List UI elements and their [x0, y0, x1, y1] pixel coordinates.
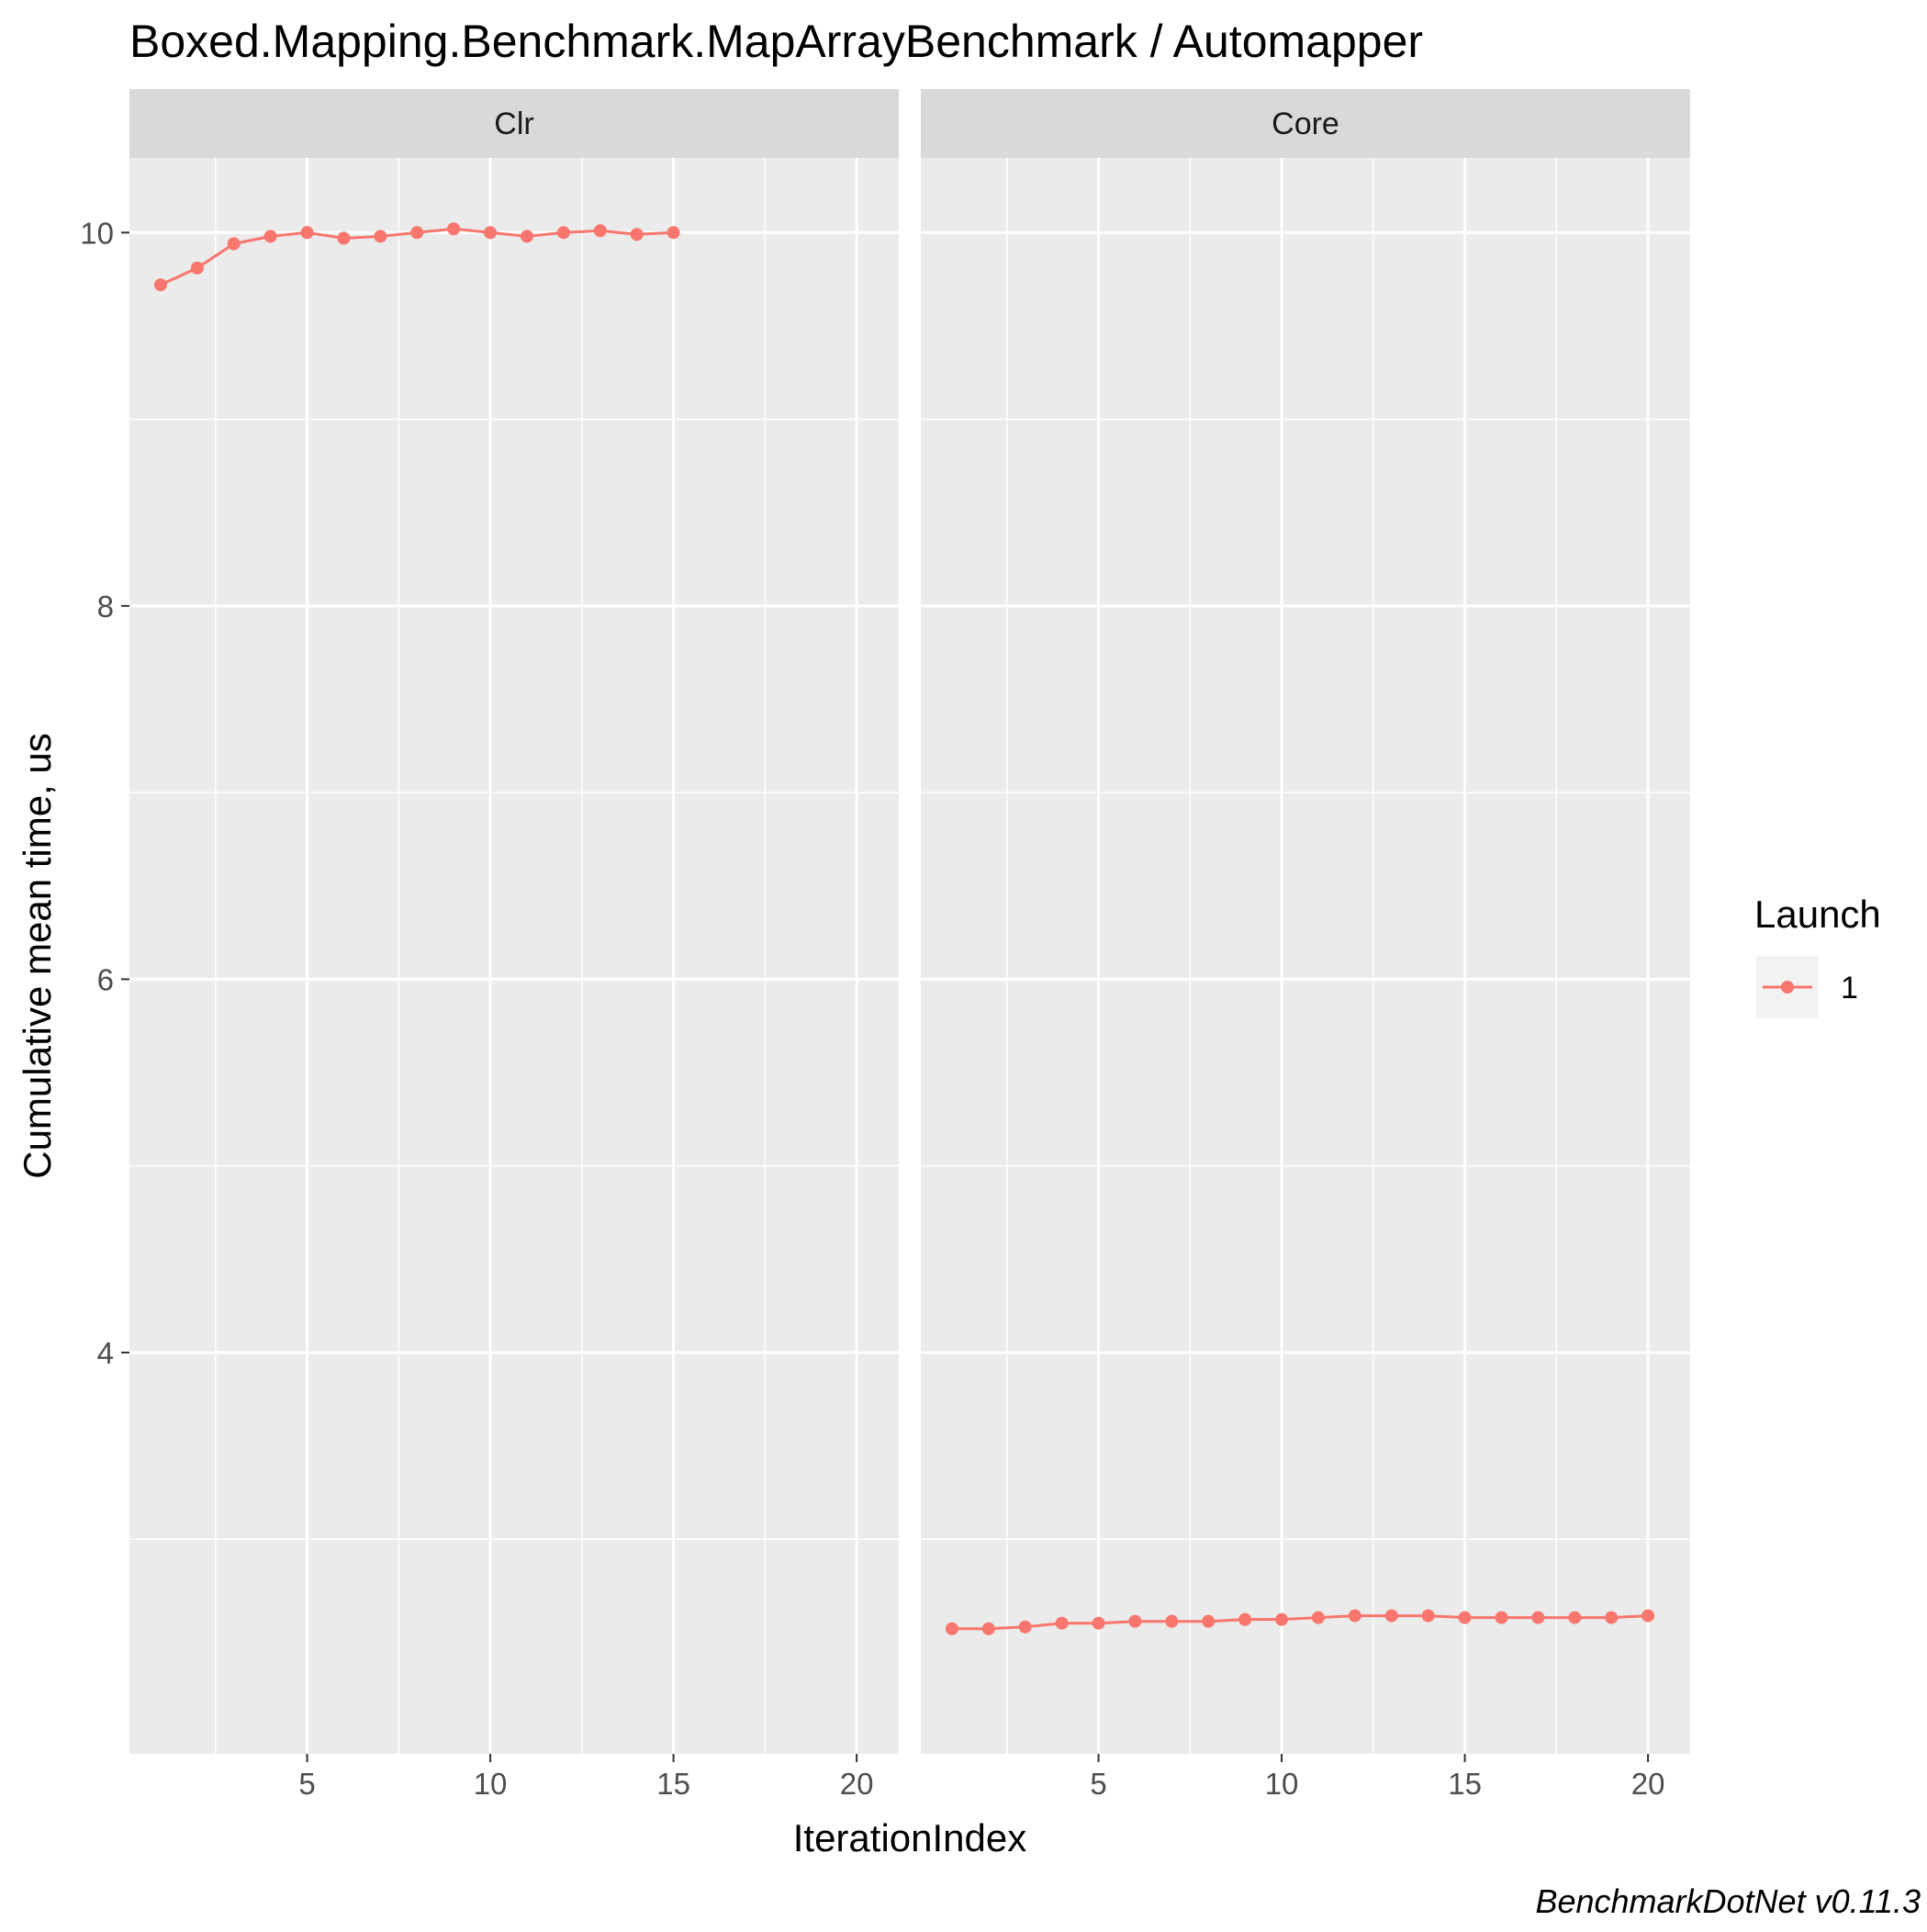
- y-tick-label: 6: [97, 962, 114, 996]
- x-axis-title: IterationIndex: [793, 1816, 1027, 1859]
- data-point: [1531, 1611, 1545, 1624]
- panel-strip: [129, 89, 899, 158]
- x-tick-label: 15: [1448, 1767, 1482, 1801]
- strip-label: Core: [1272, 107, 1339, 141]
- panel-clr: Clr: [129, 89, 899, 1754]
- data-point: [945, 1622, 958, 1635]
- data-point: [153, 278, 167, 292]
- data-point: [263, 230, 277, 243]
- legend-title: Launch: [1754, 893, 1881, 936]
- data-point: [1311, 1611, 1325, 1624]
- data-point: [1238, 1612, 1252, 1626]
- panel-strip: [921, 89, 1690, 158]
- data-point: [1092, 1616, 1105, 1630]
- y-tick-label: 10: [80, 216, 114, 250]
- data-point: [1421, 1609, 1435, 1623]
- chart-title: Boxed.Mapping.Benchmark.MapArrayBenchmar…: [129, 16, 1423, 67]
- panel-background: [129, 158, 899, 1754]
- data-point: [1348, 1609, 1361, 1623]
- y-tick-label: 8: [97, 590, 114, 623]
- data-point: [556, 226, 570, 240]
- data-point: [520, 230, 533, 243]
- panel-core: Core: [921, 89, 1690, 1754]
- legend-key-point: [1781, 981, 1794, 994]
- legend-label: 1: [1841, 971, 1858, 1005]
- data-point: [410, 226, 424, 240]
- x-tick-label: 5: [298, 1767, 315, 1801]
- data-point: [337, 231, 351, 245]
- panel-background: [921, 158, 1690, 1754]
- data-point: [1641, 1609, 1655, 1623]
- data-point: [1495, 1611, 1508, 1624]
- data-point: [1128, 1614, 1142, 1628]
- data-point: [1275, 1612, 1289, 1626]
- x-axis-core: 5 10 15 20: [1090, 1754, 1664, 1801]
- x-tick-label: 10: [1265, 1767, 1299, 1801]
- data-point: [374, 230, 387, 243]
- x-axis-clr: 5 10 15 20: [298, 1754, 873, 1801]
- data-point: [190, 261, 204, 275]
- x-tick-label: 20: [840, 1767, 874, 1801]
- data-point: [981, 1622, 995, 1635]
- y-axis-title: Cumulative mean time, us: [16, 733, 59, 1179]
- data-point: [1165, 1614, 1179, 1628]
- data-point: [1605, 1611, 1619, 1624]
- data-point: [227, 237, 241, 251]
- data-point: [447, 222, 461, 236]
- data-point: [1055, 1616, 1069, 1630]
- x-tick-label: 5: [1090, 1767, 1106, 1801]
- data-point: [667, 226, 680, 240]
- data-point: [300, 226, 314, 240]
- y-tick-label: 4: [97, 1336, 114, 1370]
- strip-label: Clr: [494, 107, 533, 141]
- data-point: [484, 226, 498, 240]
- data-point: [1568, 1611, 1582, 1624]
- data-point: [1458, 1611, 1472, 1624]
- data-point: [1384, 1609, 1398, 1623]
- legend: Launch 1: [1754, 893, 1881, 1018]
- data-point: [1018, 1620, 1032, 1634]
- x-tick-label: 15: [656, 1767, 690, 1801]
- data-point: [1202, 1614, 1216, 1628]
- caption: BenchmarkDotNet v0.11.3: [1535, 1882, 1921, 1920]
- x-tick-label: 20: [1631, 1767, 1665, 1801]
- x-tick-label: 10: [474, 1767, 508, 1801]
- y-axis: 4 6 8 10: [80, 216, 129, 1370]
- data-point: [593, 224, 607, 238]
- data-point: [630, 228, 644, 242]
